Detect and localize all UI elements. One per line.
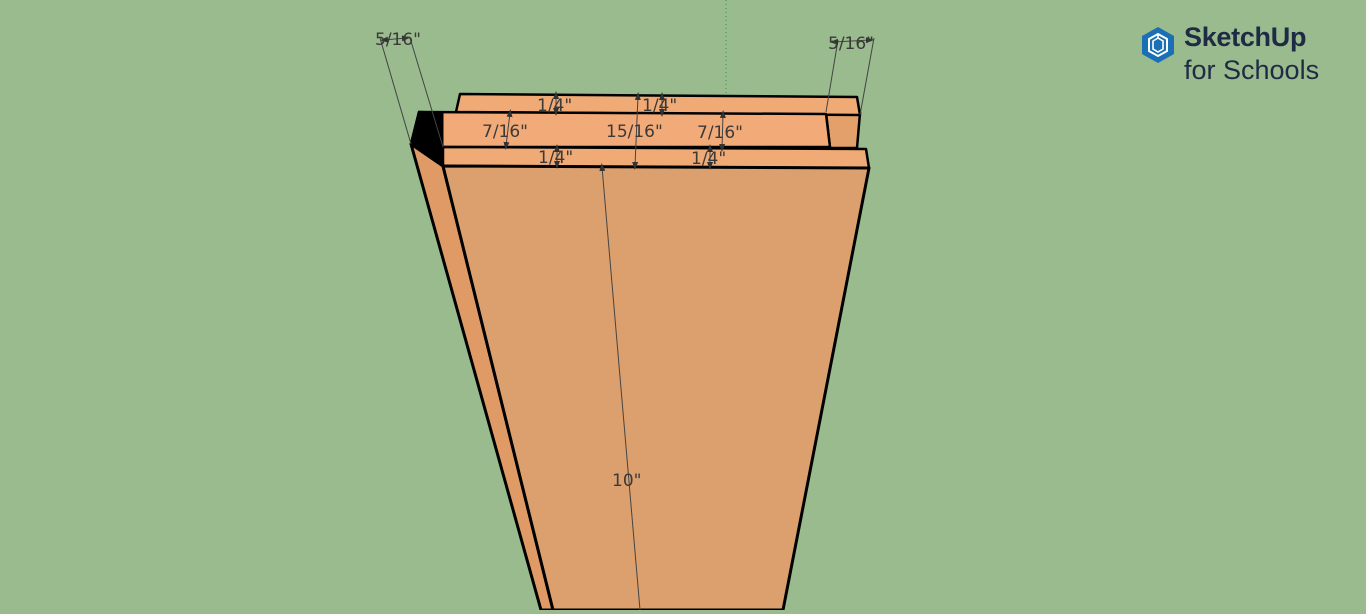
board-right-tongue-side[interactable]	[824, 110, 862, 150]
dim-label-tongue-offset-left: 5/16"	[375, 30, 421, 50]
dimension-lines	[379, 35, 875, 611]
board-left-end-edges	[409, 110, 444, 145]
dim-label-groove-left: 7/16"	[482, 122, 528, 142]
board-main-face[interactable]	[441, 164, 871, 612]
brand-subtitle: for Schools	[1184, 55, 1320, 85]
board-left-top-edge	[410, 143, 444, 167]
sketchup-logo-icon	[1142, 27, 1174, 63]
dim-label-top-shoulder-left: 1/4"	[537, 96, 572, 116]
brand-watermark: SketchUp for Schools	[1140, 24, 1319, 84]
dim-label-board-width: 10"	[612, 471, 641, 491]
board-left-end-top[interactable]	[411, 112, 443, 166]
dim-label-overall-thickness: 15/16"	[606, 122, 663, 142]
dim-label-top-shoulder-right: 1/4"	[642, 96, 677, 116]
dim-label-tongue-offset-right: 5/16"	[828, 34, 874, 54]
brand-name: SketchUp	[1184, 22, 1307, 52]
dim-label-bottom-shoulder-right: 1/4"	[691, 149, 726, 169]
dim-label-groove-right: 7/16"	[697, 123, 743, 143]
dim-label-bottom-shoulder-left: 1/4"	[538, 148, 573, 168]
